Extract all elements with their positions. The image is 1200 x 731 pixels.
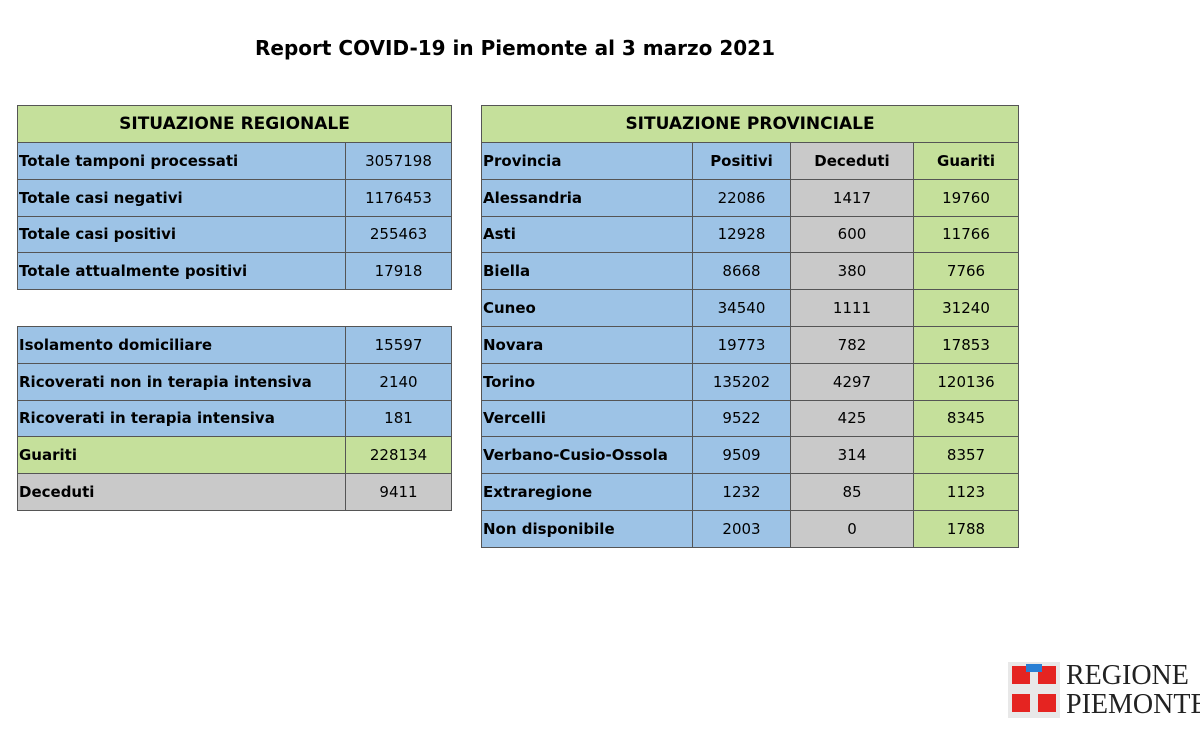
row-value: 1417 — [790, 178, 914, 217]
row-label: Ricoverati non in terapia intensiva — [17, 362, 346, 401]
row-label: Novara — [481, 326, 693, 364]
row-label: Deceduti — [17, 473, 346, 511]
row-value: 181 — [345, 399, 452, 438]
row-value: 380 — [790, 252, 914, 291]
row-value: 9411 — [345, 473, 452, 511]
row-value: 9522 — [692, 399, 791, 438]
row-label: Ricoverati in terapia intensiva — [17, 399, 346, 438]
row-label: Torino — [481, 362, 693, 401]
row-value: 31240 — [913, 289, 1019, 327]
column-header: Guariti — [913, 142, 1019, 180]
row-value: 19760 — [913, 178, 1019, 217]
section-header: SITUAZIONE REGIONALE — [17, 105, 452, 143]
row-value: 255463 — [345, 215, 452, 254]
row-label: Totale tamponi processati — [17, 142, 346, 180]
row-value: 1232 — [692, 473, 791, 511]
logo-line: PIEMONTE — [1066, 689, 1200, 720]
row-value: 8668 — [692, 252, 791, 291]
row-label: Alessandria — [481, 178, 693, 217]
row-value: 15597 — [345, 326, 452, 364]
row-value: 1788 — [913, 510, 1019, 548]
row-label: Verbano-Cusio-Ossola — [481, 436, 693, 475]
row-value: 12928 — [692, 215, 791, 254]
row-value: 228134 — [345, 436, 452, 475]
row-label: Asti — [481, 215, 693, 254]
row-value: 314 — [790, 436, 914, 475]
row-value: 600 — [790, 215, 914, 254]
row-value: 1123 — [913, 473, 1019, 511]
row-value: 8345 — [913, 399, 1019, 438]
row-value: 3057198 — [345, 142, 452, 180]
logo-mark — [1008, 662, 1060, 718]
section-header: SITUAZIONE PROVINCIALE — [481, 105, 1019, 143]
row-value: 17918 — [345, 252, 452, 291]
column-header: Provincia — [481, 142, 693, 180]
row-value: 22086 — [692, 178, 791, 217]
row-label: Extraregione — [481, 473, 693, 511]
row-value: 135202 — [692, 362, 791, 401]
row-value: 19773 — [692, 326, 791, 364]
row-label: Isolamento domiciliare — [17, 326, 346, 364]
row-label: Non disponibile — [481, 510, 693, 548]
row-value: 7766 — [913, 252, 1019, 291]
row-value: 34540 — [692, 289, 791, 327]
row-label: Vercelli — [481, 399, 693, 438]
row-label: Guariti — [17, 436, 346, 475]
row-value: 1111 — [790, 289, 914, 327]
row-value: 11766 — [913, 215, 1019, 254]
report-title: Report COVID-19 in Piemonte al 3 marzo 2… — [255, 36, 775, 60]
row-value: 17853 — [913, 326, 1019, 364]
row-value: 2003 — [692, 510, 791, 548]
row-value: 0 — [790, 510, 914, 548]
column-header: Positivi — [692, 142, 791, 180]
row-value: 1176453 — [345, 178, 452, 217]
column-header: Deceduti — [790, 142, 914, 180]
logo-line: REGIONE — [1066, 660, 1189, 691]
row-label: Totale casi negativi — [17, 178, 346, 217]
row-value: 4297 — [790, 362, 914, 401]
row-value: 425 — [790, 399, 914, 438]
row-value: 8357 — [913, 436, 1019, 475]
row-label: Biella — [481, 252, 693, 291]
row-value: 2140 — [345, 362, 452, 401]
row-value: 120136 — [913, 362, 1019, 401]
row-label: Totale attualmente positivi — [17, 252, 346, 291]
row-value: 85 — [790, 473, 914, 511]
row-value: 9509 — [692, 436, 791, 475]
row-value: 782 — [790, 326, 914, 364]
row-label: Totale casi positivi — [17, 215, 346, 254]
row-label: Cuneo — [481, 289, 693, 327]
